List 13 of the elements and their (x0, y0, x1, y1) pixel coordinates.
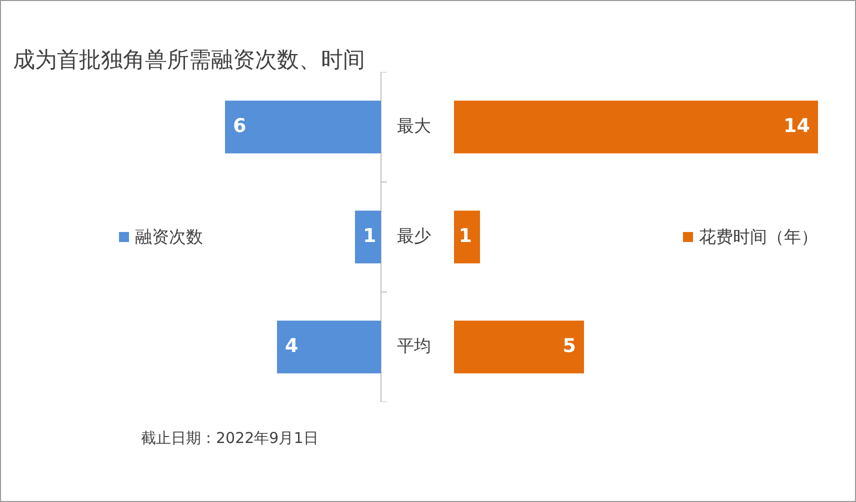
data-label: 5 (562, 334, 576, 357)
data-label: 1 (458, 224, 472, 247)
y-tick-label: 最大 (397, 116, 431, 136)
text: 截止日期：2022年9月1日 (141, 429, 318, 448)
legend-label: 花费时间（年） (699, 227, 818, 248)
data-label: 6 (233, 114, 246, 137)
y-tick-label: 平均 (397, 336, 431, 356)
data-label: 14 (784, 114, 810, 137)
chart-title: 成为首批独角兽所需融资次数、时间 (13, 47, 365, 75)
legend-label: 融资次数 (135, 227, 203, 248)
data-label: 1 (363, 224, 376, 247)
y-tick-label: 最少 (397, 226, 431, 246)
data-label: 4 (285, 334, 298, 357)
